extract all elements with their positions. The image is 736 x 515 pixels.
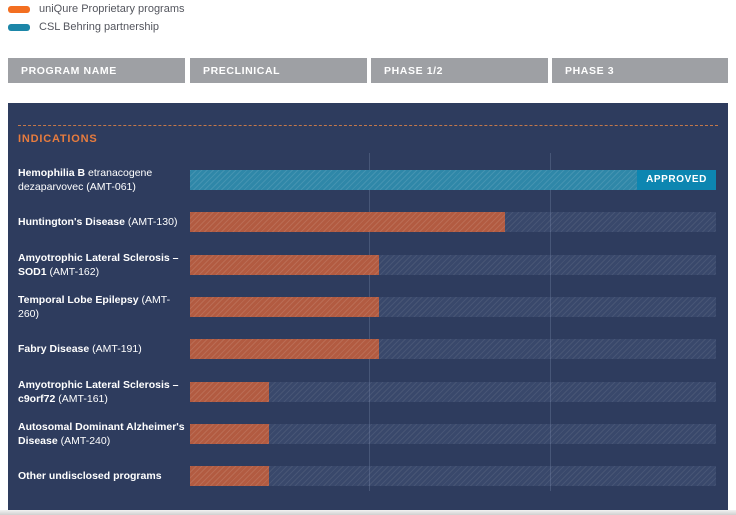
bar-track — [190, 466, 716, 486]
column-header-preclinical: PRECLINICAL — [190, 58, 367, 83]
phase-gridline-phase12-phase3 — [550, 153, 551, 491]
dashed-divider — [18, 125, 718, 126]
bar-track — [190, 339, 716, 359]
program-label: Other undisclosed programs — [18, 470, 162, 482]
column-header-program-name: PROGRAM NAME — [8, 58, 185, 83]
pipeline-bar — [190, 297, 379, 317]
pipeline-bar: APPROVED — [190, 170, 716, 190]
pipeline-bar — [190, 466, 269, 486]
program-label: Amyotrophic Lateral Sclerosis – SOD1 (AM… — [18, 252, 179, 278]
approved-badge: APPROVED — [637, 170, 716, 190]
bar-track: APPROVED — [190, 170, 716, 190]
phase-gridline-preclinical-phase12 — [369, 153, 370, 491]
bar-track — [190, 297, 716, 317]
pipeline-bar — [190, 212, 506, 232]
pipeline-bar — [190, 339, 379, 359]
bar-track — [190, 424, 716, 444]
legend-item-partnership: CSL Behring partnership — [8, 21, 185, 34]
program-label: Fabry Disease (AMT-191) — [18, 343, 142, 355]
legend: uniQure Proprietary programs CSL Behring… — [8, 3, 185, 34]
pipeline-bar — [190, 424, 269, 444]
partnership-color-swatch — [8, 24, 30, 31]
program-label: Autosomal Dominant Alzheimer's Disease (… — [18, 421, 185, 447]
indications-label: INDICATIONS — [18, 133, 98, 145]
column-header-phase-3: PHASE 3 — [552, 58, 728, 83]
legend-label-partnership: CSL Behring partnership — [39, 21, 160, 33]
column-header-phase-1-2: PHASE 1/2 — [371, 58, 548, 83]
program-label: Amyotrophic Lateral Sclerosis – c9orf72 … — [18, 379, 179, 405]
program-label: Huntington's Disease (AMT-130) — [18, 216, 178, 228]
bar-track — [190, 255, 716, 275]
proprietary-color-swatch — [8, 6, 30, 13]
program-label: Temporal Lobe Epilepsy (AMT-260) — [18, 294, 171, 320]
legend-label-proprietary: uniQure Proprietary programs — [39, 3, 185, 15]
legend-item-proprietary: uniQure Proprietary programs — [8, 3, 185, 16]
pipeline-bar — [190, 255, 379, 275]
program-label: Hemophilia B etranacogene dezaparvovec (… — [18, 167, 153, 193]
pipeline-panel: INDICATIONS Hemophilia B etranacogene de… — [8, 103, 728, 510]
bar-track — [190, 382, 716, 402]
bar-track — [190, 212, 716, 232]
bottom-divider — [0, 510, 736, 515]
pipeline-bar — [190, 382, 269, 402]
